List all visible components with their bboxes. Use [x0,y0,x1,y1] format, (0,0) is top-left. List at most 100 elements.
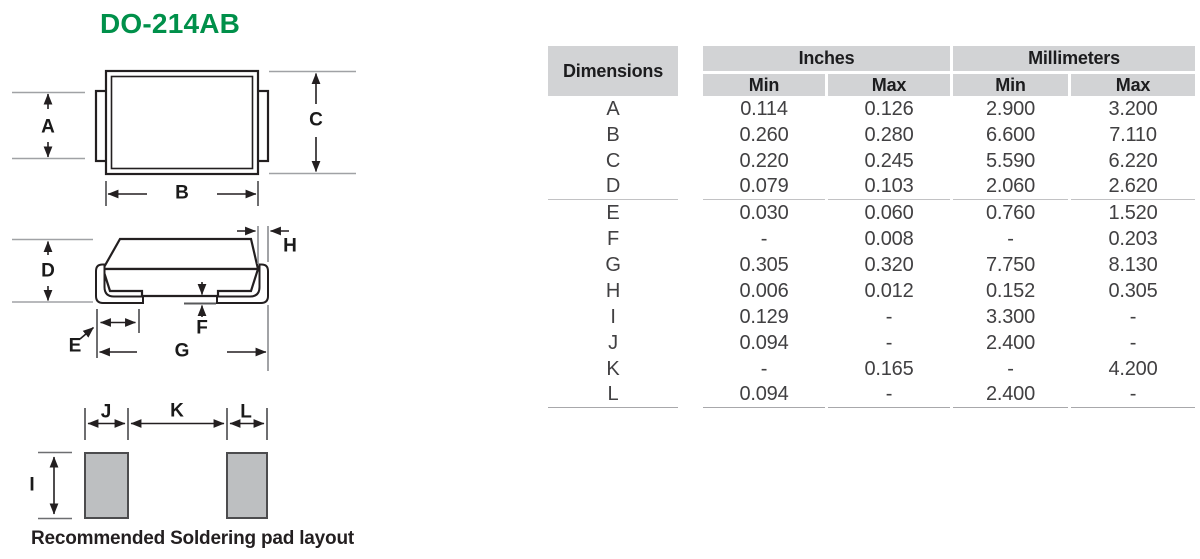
dimension-value: 0.060 [864,202,914,224]
dim-label-d: D [41,261,55,282]
col-header-inches-min: Min [703,74,825,96]
table-row: F - 0.008 - 0.203 [548,226,1195,252]
dimension-value: 0.760 [985,202,1036,224]
dimension-letter: A [606,98,620,120]
dimension-letter: D [548,174,678,200]
dimension-value: - [1071,382,1195,408]
top-view: A C B [12,69,356,206]
dimension-value: 0.320 [864,254,914,276]
dimension-value: 1.520 [1108,202,1158,224]
dimension-value: 0.126 [864,98,914,120]
dimension-value: - [828,382,950,408]
pad-layout: J K L I [29,401,268,520]
dimension-value: - [760,358,768,380]
dim-label-c: C [309,110,323,131]
table-row: D 0.079 0.103 2.060 2.620 [548,174,1195,200]
table-row: K - 0.165 - 4.200 [548,356,1195,382]
table-row: I 0.129 - 3.300 - [548,304,1195,330]
package-body-outline [104,69,260,176]
dimension-value: 7.750 [985,254,1036,276]
body-top-profile [101,237,260,271]
dimension-value: 2.620 [1071,174,1195,200]
dimension-value: 0.079 [703,174,825,200]
dimension-value: 2.400 [985,332,1036,354]
dimension-value: 2.060 [953,174,1068,200]
table-row: C 0.220 0.245 5.590 6.220 [548,148,1195,174]
table-row: A 0.114 0.126 2.900 3.200 [548,96,1195,122]
dimension-value: 0.094 [703,382,825,408]
table-row: H 0.006 0.012 0.152 0.305 [548,278,1195,304]
table-row: G 0.305 0.320 7.750 8.130 [548,252,1195,278]
dimension-value: 7.110 [1109,124,1157,146]
dimension-value: 0.260 [739,124,789,146]
solder-pad-left [84,452,129,519]
dim-label-j: J [101,402,112,423]
dimension-value: 6.600 [985,124,1036,146]
dimension-value: 0.305 [1108,280,1158,302]
body-bottom-profile [101,267,260,298]
dimension-letter: C [605,150,621,172]
side-view: D H F E G [12,226,297,371]
dimension-value: 0.030 [739,202,789,224]
dim-label-a: A [41,117,55,138]
dimension-letter: I [610,306,616,328]
dimension-value: - [1007,228,1014,250]
dim-label-b: B [175,183,189,204]
dimension-value: - [885,332,893,354]
dimension-value: 0.165 [864,358,914,380]
table-row: B 0.260 0.280 6.600 7.110 [548,122,1195,148]
dim-leader-e [79,326,95,340]
table-rows: A 0.114 0.126 2.900 3.200 B 0.260 0.280 6.600 7.1… [548,96,1195,408]
col-header-mm-max: Max [1071,74,1195,96]
dimension-value: - [760,228,768,250]
dim-label-h: H [283,236,297,257]
dimension-letter: E [606,202,620,224]
dimension-value: 0.006 [739,280,789,302]
dimension-value: 5.590 [985,150,1036,172]
dimension-value: 0.008 [864,228,914,250]
dimension-value: 0.152 [985,280,1036,302]
dim-label-f: F [196,318,208,339]
dimension-letter: B [606,124,620,146]
dimension-value: - [885,306,893,328]
dimension-value: 3.200 [1108,98,1158,120]
dim-label-l: L [240,402,252,423]
dimension-letter: F [606,228,620,250]
table-row: L 0.094-2.400- [548,382,1195,408]
dimension-value: 0.012 [864,280,914,302]
dimension-value: 0.094 [739,332,789,354]
col-group-millimeters: Millimeters [953,46,1195,71]
dimension-value: 0.220 [739,150,789,172]
dim-label-g: G [175,341,190,362]
table-row: J 0.094 - 2.400 - [548,330,1195,356]
dimension-value: 0.305 [739,254,789,276]
dimension-value: - [1129,332,1137,354]
dimension-value: - [1007,358,1014,380]
dimension-letter: K [606,358,620,380]
pad-layout-caption: Recommended Soldering pad layout [31,528,354,549]
col-group-inches: Inches [703,46,950,71]
dimension-letter: J [608,332,618,354]
dimension-value: 3.300 [985,306,1036,328]
dimension-value: 2.900 [985,98,1036,120]
dim-label-i: I [29,475,34,496]
lead-left [95,263,144,304]
page-title: DO-214AB [100,8,241,39]
dimension-letter: G [605,254,621,276]
dim-label-e: E [69,336,82,357]
dimension-value: 4.200 [1108,358,1158,380]
dimension-value: 0.280 [864,124,914,146]
package-body-inner-outline [110,75,254,170]
dim-label-k: K [170,401,184,422]
col-header-inches-max: Max [828,74,950,96]
dimension-value: 0.103 [828,174,950,200]
solder-pad-right [226,452,268,519]
dimension-value: 0.114 [740,98,788,120]
col-header-dimensions: Dimensions [548,46,678,96]
table-row: E 0.030 0.060 0.760 1.520 [548,200,1195,226]
dimension-letter: L [548,382,678,408]
col-header-mm-min: Min [953,74,1068,96]
dimensions-table: Dimensions Inches Millimeters Min Max Mi… [548,46,1195,408]
dimension-value: 8.130 [1108,254,1158,276]
dimension-value: 6.220 [1108,150,1158,172]
